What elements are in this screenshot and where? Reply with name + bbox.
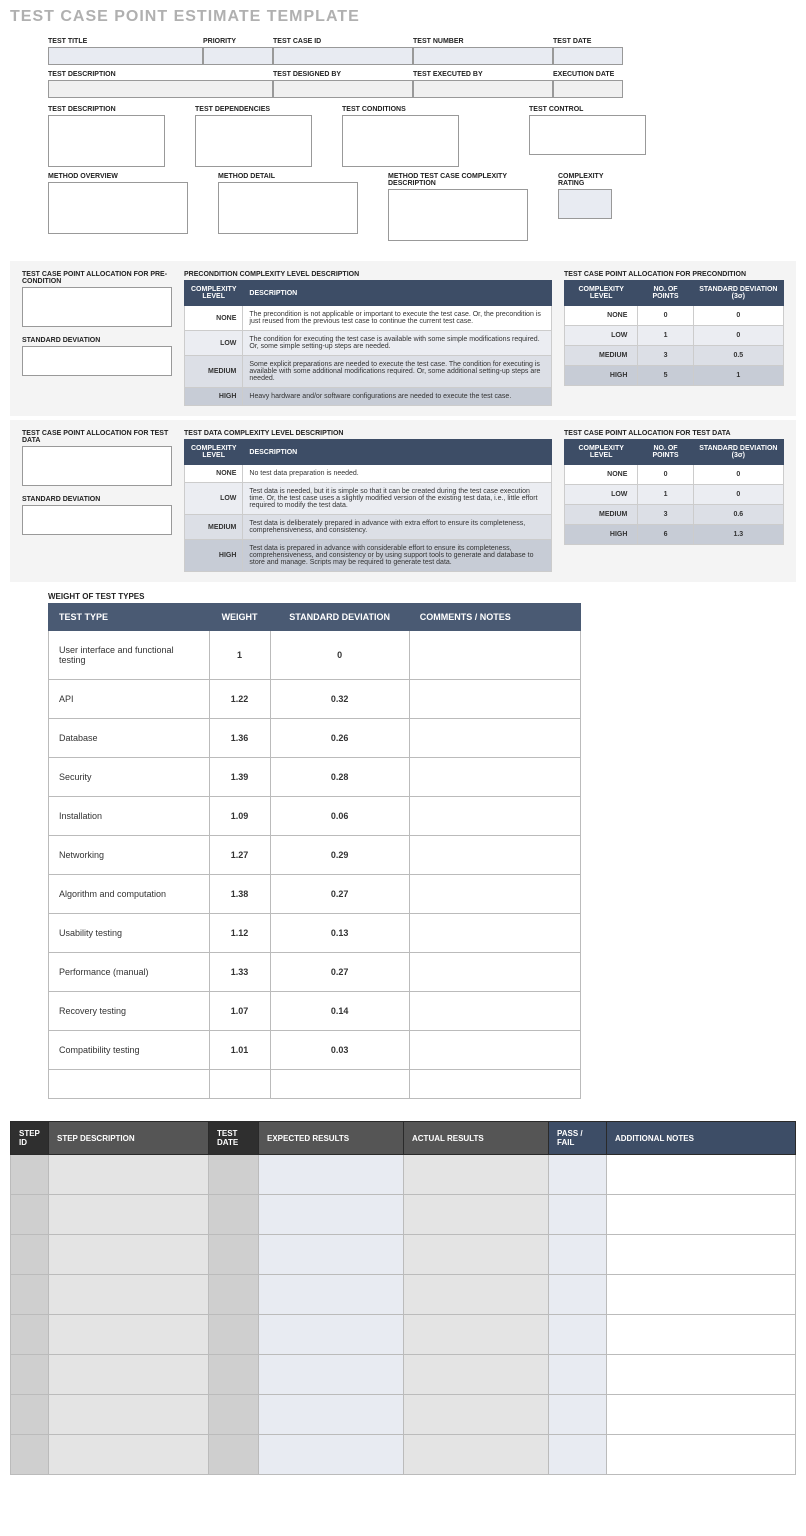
table-row: LOWTest data is needed, but it is simple… (185, 483, 552, 515)
table-row: LOWThe condition for executing the test … (185, 331, 552, 356)
table-row: NONE00 (565, 465, 784, 485)
table-row: Compatibility testing1.010.03 (49, 1031, 581, 1070)
table-row[interactable] (11, 1235, 796, 1275)
ta-method-complexity[interactable] (388, 189, 528, 241)
label-designed-by: TEST DESIGNED BY (273, 71, 413, 78)
table-row: MEDIUMSome explicit preparations are nee… (185, 356, 552, 388)
table-weights: TEST TYPE WEIGHT STANDARD DEVIATION COMM… (48, 603, 581, 1099)
input-test-case-id[interactable] (273, 47, 413, 65)
label-test-description: TEST DESCRIPTION (48, 106, 165, 113)
table-row: NONENo test data preparation is needed. (185, 465, 552, 483)
label-td-desc-title: TEST DATA COMPLEXITY LEVEL DESCRIPTION (184, 430, 552, 437)
label-test-date: TEST DATE (553, 38, 623, 45)
table-row[interactable] (11, 1195, 796, 1235)
ta-td-alloc[interactable] (22, 446, 172, 486)
table-row: MEDIUM30.6 (565, 505, 784, 525)
table-row[interactable] (11, 1155, 796, 1195)
ta-precond-alloc[interactable] (22, 287, 172, 327)
table-row: Algorithm and computation1.380.27 (49, 875, 581, 914)
input-test-title[interactable] (48, 47, 203, 65)
label-method-complexity: METHOD TEST CASE COMPLEXITY DESCRIPTION (388, 173, 528, 187)
label-precond-alloc: TEST CASE POINT ALLOCATION FOR PRE-CONDI… (22, 271, 172, 285)
label-conditions: TEST CONDITIONS (342, 106, 459, 113)
label-complexity-rating: COMPLEXITY RATING (558, 173, 612, 187)
table-row: Database1.360.26 (49, 719, 581, 758)
input-exec-date[interactable] (553, 80, 623, 98)
label-test-description-h: TEST DESCRIPTION (48, 71, 273, 78)
label-td-alloc-table: TEST CASE POINT ALLOCATION FOR TEST DATA (564, 430, 784, 437)
table-row: Networking1.270.29 (49, 836, 581, 875)
label-td-alloc: TEST CASE POINT ALLOCATION FOR TEST DATA (22, 430, 172, 444)
table-row[interactable] (11, 1355, 796, 1395)
label-exec-date: EXECUTION DATE (553, 71, 623, 78)
table-row: Performance (manual)1.330.27 (49, 953, 581, 992)
ta-control[interactable] (529, 115, 646, 155)
label-precond-desc-title: PRECONDITION COMPLEXITY LEVEL DESCRIPTIO… (184, 271, 552, 278)
ta-precond-std[interactable] (22, 346, 172, 376)
ta-method-overview[interactable] (48, 182, 188, 234)
ta-dependencies[interactable] (195, 115, 312, 167)
table-row: HIGHHeavy hardware and/or software confi… (185, 388, 552, 406)
table-row[interactable] (11, 1315, 796, 1355)
input-executed-by[interactable] (413, 80, 553, 98)
table-row: Installation1.090.06 (49, 797, 581, 836)
label-control: TEST CONTROL (529, 106, 646, 113)
table-precond-desc: COMPLEXITY LEVELDESCRIPTION NONEThe prec… (184, 280, 552, 406)
table-row: User interface and functional testing10 (49, 631, 581, 680)
label-test-number: TEST NUMBER (413, 38, 553, 45)
ta-test-description[interactable] (48, 115, 165, 167)
section-testdata: TEST CASE POINT ALLOCATION FOR TEST DATA… (10, 420, 796, 582)
label-td-std: STANDARD DEVIATION (22, 496, 172, 503)
table-testdata-alloc: COMPLEXITY LEVELNO. OF POINTSSTANDARD DE… (564, 439, 784, 545)
ta-complexity-rating[interactable] (558, 189, 612, 219)
label-test-case-id: TEST CASE ID (273, 38, 413, 45)
table-steps: STEP IDSTEP DESCRIPTIONTEST DATEEXPECTED… (10, 1121, 796, 1475)
table-row: HIGHTest data is prepared in advance wit… (185, 540, 552, 572)
table-row (49, 1070, 581, 1099)
table-row: LOW10 (565, 326, 784, 346)
table-testdata-desc: COMPLEXITY LEVELDESCRIPTION NONENo test … (184, 439, 552, 572)
ta-method-detail[interactable] (218, 182, 358, 234)
table-row: MEDIUMTest data is deliberately prepared… (185, 515, 552, 540)
table-precond-alloc: COMPLEXITY LEVELNO. OF POINTSSTANDARD DE… (564, 280, 784, 386)
table-row: Usability testing1.120.13 (49, 914, 581, 953)
label-method-detail: METHOD DETAIL (218, 173, 358, 180)
label-priority: PRIORITY (203, 38, 273, 45)
table-row[interactable] (11, 1395, 796, 1435)
label-executed-by: TEST EXECUTED BY (413, 71, 553, 78)
label-precond-std: STANDARD DEVIATION (22, 337, 172, 344)
table-row: Recovery testing1.070.14 (49, 992, 581, 1031)
input-designed-by[interactable] (273, 80, 413, 98)
table-row: NONEThe precondition is not applicable o… (185, 306, 552, 331)
table-row: HIGH61.3 (565, 525, 784, 545)
input-test-date[interactable] (553, 47, 623, 65)
label-dependencies: TEST DEPENDENCIES (195, 106, 312, 113)
input-priority[interactable] (203, 47, 273, 65)
label-test-title: TEST TITLE (48, 38, 203, 45)
table-row: Security1.390.28 (49, 758, 581, 797)
section-precondition: TEST CASE POINT ALLOCATION FOR PRE-CONDI… (10, 261, 796, 416)
table-row: LOW10 (565, 485, 784, 505)
label-precond-alloc-table: TEST CASE POINT ALLOCATION FOR PRECONDIT… (564, 271, 784, 278)
table-row[interactable] (11, 1275, 796, 1315)
page-title: TEST CASE POINT ESTIMATE TEMPLATE (0, 0, 806, 32)
ta-conditions[interactable] (342, 115, 459, 167)
table-row: MEDIUM30.5 (565, 346, 784, 366)
label-method-overview: METHOD OVERVIEW (48, 173, 188, 180)
label-weights-title: WEIGHT OF TEST TYPES (48, 592, 581, 601)
table-row: HIGH51 (565, 366, 784, 386)
ta-td-std[interactable] (22, 505, 172, 535)
input-test-description-h[interactable] (48, 80, 273, 98)
table-row[interactable] (11, 1435, 796, 1475)
input-test-number[interactable] (413, 47, 553, 65)
table-row: API1.220.32 (49, 680, 581, 719)
table-row: NONE00 (565, 306, 784, 326)
